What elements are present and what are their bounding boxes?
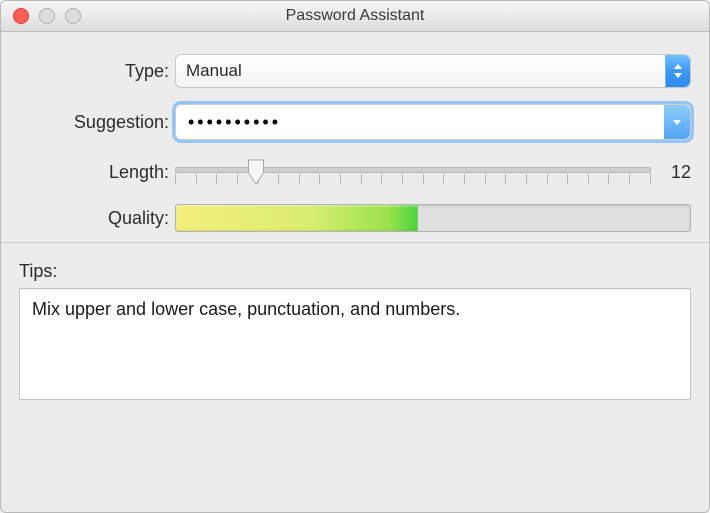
tips-textbox: Mix upper and lower case, punctuation, a… bbox=[19, 288, 691, 400]
type-select-value: Manual bbox=[186, 61, 242, 81]
quality-row: Quality: bbox=[19, 204, 691, 232]
slider-track bbox=[175, 167, 651, 173]
window-controls bbox=[1, 8, 81, 24]
updown-icon[interactable] bbox=[665, 55, 690, 87]
quality-meter-fill bbox=[176, 205, 418, 231]
tips-text: Mix upper and lower case, punctuation, a… bbox=[32, 299, 460, 319]
type-select[interactable]: Manual bbox=[175, 54, 691, 88]
slider-thumb[interactable] bbox=[247, 159, 264, 185]
window-content: Type: Manual Suggestion: bbox=[1, 32, 709, 251]
minimize-icon bbox=[39, 8, 55, 24]
length-label: Length: bbox=[19, 162, 175, 183]
length-slider[interactable] bbox=[175, 156, 651, 188]
slider-ticks bbox=[175, 174, 651, 186]
suggestion-combobox[interactable] bbox=[175, 104, 691, 140]
quality-label: Quality: bbox=[19, 208, 175, 229]
section-divider bbox=[1, 242, 709, 243]
length-row: Length: 12 bbox=[19, 156, 691, 188]
window-titlebar[interactable]: Password Assistant bbox=[1, 1, 709, 32]
chevron-down-icon[interactable] bbox=[664, 105, 690, 139]
quality-meter bbox=[175, 204, 691, 232]
length-value: 12 bbox=[661, 162, 691, 183]
zoom-icon bbox=[65, 8, 81, 24]
suggestion-input[interactable] bbox=[186, 104, 664, 140]
password-assistant-window: Password Assistant Type: Manual Suggesti… bbox=[0, 0, 710, 513]
suggestion-row: Suggestion: bbox=[19, 104, 691, 140]
type-label: Type: bbox=[19, 61, 175, 82]
tips-section: Tips: Mix upper and lower case, punctuat… bbox=[1, 251, 709, 420]
window-title: Password Assistant bbox=[1, 7, 709, 25]
tips-label: Tips: bbox=[19, 261, 691, 282]
suggestion-label: Suggestion: bbox=[19, 112, 175, 133]
close-icon[interactable] bbox=[13, 8, 29, 24]
type-row: Type: Manual bbox=[19, 54, 691, 88]
